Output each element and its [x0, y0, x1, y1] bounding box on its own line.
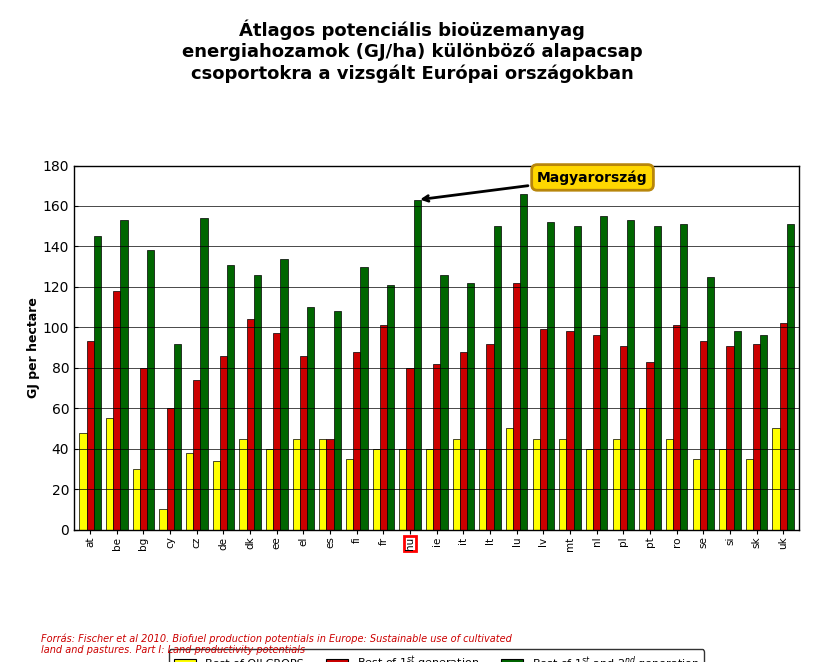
Bar: [547, 222, 555, 530]
Bar: [681, 224, 687, 530]
Bar: [566, 332, 574, 530]
Bar: [106, 418, 113, 530]
Bar: [733, 332, 741, 530]
Bar: [559, 438, 566, 530]
Bar: [772, 428, 780, 530]
Bar: [406, 368, 414, 530]
Bar: [707, 277, 714, 530]
Bar: [353, 352, 360, 530]
Bar: [307, 307, 314, 530]
Bar: [246, 319, 254, 530]
Bar: [346, 459, 353, 530]
Bar: [593, 336, 600, 530]
Bar: [761, 336, 767, 530]
Bar: [159, 509, 166, 530]
Bar: [666, 438, 673, 530]
Bar: [414, 200, 421, 530]
Bar: [87, 342, 94, 530]
Bar: [612, 438, 620, 530]
Bar: [787, 224, 794, 530]
Bar: [220, 355, 227, 530]
Bar: [147, 250, 154, 530]
Bar: [452, 438, 460, 530]
Bar: [400, 449, 406, 530]
Bar: [653, 226, 661, 530]
Bar: [574, 226, 581, 530]
Bar: [94, 236, 101, 530]
Bar: [506, 428, 513, 530]
Bar: [79, 432, 87, 530]
Bar: [140, 368, 147, 530]
Bar: [113, 291, 120, 530]
Bar: [166, 408, 174, 530]
Bar: [280, 259, 288, 530]
Bar: [387, 285, 394, 530]
Bar: [639, 408, 646, 530]
Bar: [586, 449, 593, 530]
Bar: [254, 275, 261, 530]
Bar: [213, 461, 220, 530]
Bar: [486, 344, 494, 530]
Bar: [193, 380, 200, 530]
Bar: [513, 283, 520, 530]
Bar: [780, 323, 787, 530]
Y-axis label: GJ per hectare: GJ per hectare: [27, 297, 40, 398]
Bar: [360, 267, 368, 530]
Bar: [753, 344, 761, 530]
Bar: [293, 438, 300, 530]
Bar: [692, 459, 700, 530]
Bar: [746, 459, 753, 530]
Bar: [532, 438, 540, 530]
Bar: [380, 325, 387, 530]
Bar: [627, 220, 634, 530]
Bar: [540, 330, 547, 530]
Bar: [494, 226, 501, 530]
Bar: [174, 344, 181, 530]
Bar: [460, 352, 467, 530]
Bar: [326, 438, 334, 530]
Bar: [372, 449, 380, 530]
Bar: [186, 453, 193, 530]
Bar: [646, 361, 653, 530]
Bar: [480, 449, 486, 530]
Bar: [319, 438, 326, 530]
Bar: [433, 363, 440, 530]
Bar: [673, 325, 681, 530]
Bar: [227, 265, 234, 530]
Bar: [274, 334, 280, 530]
Text: Magyarország: Magyarország: [423, 170, 648, 201]
Bar: [266, 449, 274, 530]
Bar: [133, 469, 140, 530]
Bar: [727, 346, 733, 530]
Bar: [467, 283, 474, 530]
Bar: [426, 449, 433, 530]
Bar: [719, 449, 727, 530]
Text: Átlagos potenciális bioüzemanyag
energiahozamok (GJ/ha) különböző alapacsap
csop: Átlagos potenciális bioüzemanyag energia…: [181, 20, 643, 83]
Legend: Best of OILCROPS, Best of 1$^{st}$ generation, Best of 1$^{st}$ and 2$^{nd}$ gen: Best of OILCROPS, Best of 1$^{st}$ gener…: [169, 649, 705, 662]
Bar: [334, 311, 341, 530]
Bar: [239, 438, 246, 530]
Bar: [700, 342, 707, 530]
Bar: [520, 194, 527, 530]
Bar: [620, 346, 627, 530]
Text: Forrás: Fischer et al 2010. Biofuel production potentials in Europe: Sustainable: Forrás: Fischer et al 2010. Biofuel prod…: [41, 634, 512, 655]
Bar: [600, 216, 607, 530]
Bar: [440, 275, 447, 530]
Bar: [200, 218, 208, 530]
Bar: [300, 355, 307, 530]
Bar: [120, 220, 128, 530]
